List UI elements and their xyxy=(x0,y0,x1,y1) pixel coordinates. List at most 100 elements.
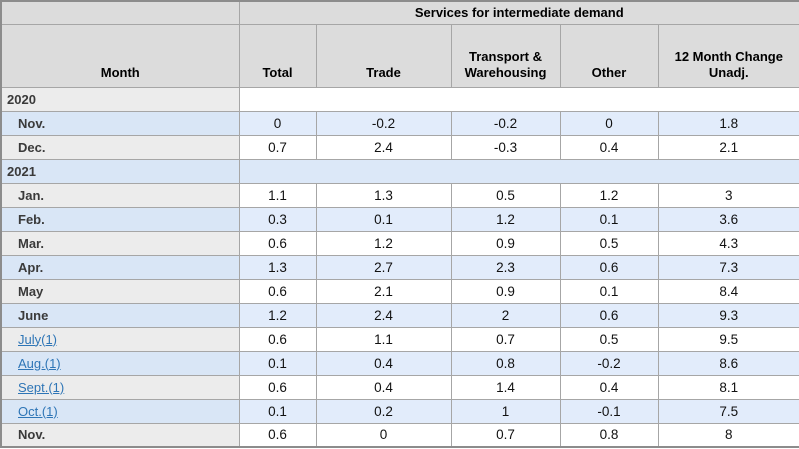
month-label: Nov. xyxy=(0,422,240,448)
value-cell: 0.6 xyxy=(238,230,317,256)
month-row: Dec. 0.7 2.4 -0.3 0.4 2.1 xyxy=(0,134,799,160)
value-cell: 0.1 xyxy=(315,206,452,232)
column-header-row: Month Total Trade Transport & Warehousin… xyxy=(0,23,799,88)
month-row: Mar. 0.6 1.2 0.9 0.5 4.3 xyxy=(0,230,799,256)
value-cell: 0.6 xyxy=(238,374,317,400)
value-cell: 0.7 xyxy=(450,422,561,448)
value-cell: 1.2 xyxy=(450,206,561,232)
month-row: May 0.6 2.1 0.9 0.1 8.4 xyxy=(0,278,799,304)
table-title-row: Services for intermediate demand xyxy=(0,0,799,25)
column-header-trade: Trade xyxy=(315,23,452,88)
value-cell: 0.8 xyxy=(559,422,659,448)
value-cell: 2.1 xyxy=(315,278,452,304)
value-cell: -0.2 xyxy=(315,110,452,136)
value-cell: 2.4 xyxy=(315,302,452,328)
value-cell: 1.2 xyxy=(238,302,317,328)
value-cell: 2.7 xyxy=(315,254,452,280)
month-row: Oct.(1) 0.1 0.2 1 -0.1 7.5 xyxy=(0,398,799,424)
month-label: Dec. xyxy=(0,134,240,160)
month-footnote-link[interactable]: July(1) xyxy=(18,331,58,347)
month-label: Apr. xyxy=(0,254,240,280)
value-cell: 1.3 xyxy=(315,182,452,208)
value-cell: 0.6 xyxy=(238,278,317,304)
value-cell: 0.4 xyxy=(315,350,452,376)
value-cell: -0.1 xyxy=(559,398,659,424)
month-label: Aug.(1) xyxy=(0,350,240,376)
month-row: June 1.2 2.4 2 0.6 9.3 xyxy=(0,302,799,328)
value-cell: 1.8 xyxy=(657,110,799,136)
year-row: 2021 xyxy=(0,158,799,184)
month-footnote-link[interactable]: Sept.(1) xyxy=(18,379,65,395)
month-row: Nov. 0.6 0 0.7 0.8 8 xyxy=(0,422,799,448)
year-empty-strip xyxy=(238,86,799,112)
year-label: 2021 xyxy=(0,158,240,184)
value-cell: 2 xyxy=(450,302,561,328)
value-cell: 7.5 xyxy=(657,398,799,424)
value-cell: 2.4 xyxy=(315,134,452,160)
value-cell: 1.2 xyxy=(559,182,659,208)
value-cell: 0.4 xyxy=(559,374,659,400)
month-row: Aug.(1) 0.1 0.4 0.8 -0.2 8.6 xyxy=(0,350,799,376)
table-title: Services for intermediate demand xyxy=(238,0,799,25)
value-cell: 1.4 xyxy=(450,374,561,400)
corner-cell xyxy=(0,0,240,25)
value-cell: 4.3 xyxy=(657,230,799,256)
month-row: Sept.(1) 0.6 0.4 1.4 0.4 8.1 xyxy=(0,374,799,400)
value-cell: -0.2 xyxy=(450,110,561,136)
value-cell: 0.9 xyxy=(450,230,561,256)
value-cell: -0.3 xyxy=(450,134,561,160)
value-cell: 0.8 xyxy=(450,350,561,376)
month-row: Apr. 1.3 2.7 2.3 0.6 7.3 xyxy=(0,254,799,280)
value-cell: 0.4 xyxy=(559,134,659,160)
month-label: July(1) xyxy=(0,326,240,352)
value-cell: 9.5 xyxy=(657,326,799,352)
month-label: Feb. xyxy=(0,206,240,232)
month-label: Jan. xyxy=(0,182,240,208)
column-header-transport-warehousing: Transport & Warehousing xyxy=(450,23,561,88)
value-cell: 0.7 xyxy=(238,134,317,160)
value-cell: 0.6 xyxy=(559,254,659,280)
month-footnote-link[interactable]: Oct.(1) xyxy=(18,403,58,419)
column-header-12-month-change: 12 Month Change Unadj. xyxy=(657,23,799,88)
value-cell: -0.2 xyxy=(559,350,659,376)
month-label: May xyxy=(0,278,240,304)
value-cell: 3 xyxy=(657,182,799,208)
month-label: Oct.(1) xyxy=(0,398,240,424)
value-cell: 0.1 xyxy=(238,350,317,376)
value-cell: 0.5 xyxy=(559,230,659,256)
value-cell: 0 xyxy=(238,110,317,136)
value-cell: 2.1 xyxy=(657,134,799,160)
value-cell: 0.4 xyxy=(315,374,452,400)
value-cell: 0.9 xyxy=(450,278,561,304)
value-cell: 8 xyxy=(657,422,799,448)
value-cell: 0.2 xyxy=(315,398,452,424)
value-cell: 0 xyxy=(559,110,659,136)
month-row: Nov. 0 -0.2 -0.2 0 1.8 xyxy=(0,110,799,136)
value-cell: 0.1 xyxy=(559,278,659,304)
value-cell: 0.6 xyxy=(238,422,317,448)
value-cell: 2.3 xyxy=(450,254,561,280)
year-label: 2020 xyxy=(0,86,240,112)
value-cell: 0.5 xyxy=(559,326,659,352)
value-cell: 0.7 xyxy=(450,326,561,352)
year-row: 2020 xyxy=(0,86,799,112)
value-cell: 0.6 xyxy=(238,326,317,352)
column-header-total: Total xyxy=(238,23,317,88)
column-header-month: Month xyxy=(0,23,240,88)
value-cell: 0.5 xyxy=(450,182,561,208)
value-cell: 1.2 xyxy=(315,230,452,256)
value-cell: 1.1 xyxy=(238,182,317,208)
month-footnote-link[interactable]: Aug.(1) xyxy=(18,355,61,371)
value-cell: 7.3 xyxy=(657,254,799,280)
month-row: July(1) 0.6 1.1 0.7 0.5 9.5 xyxy=(0,326,799,352)
year-empty-strip xyxy=(238,158,799,184)
value-cell: 0.1 xyxy=(238,398,317,424)
month-label: Sept.(1) xyxy=(0,374,240,400)
month-label: Mar. xyxy=(0,230,240,256)
value-cell: 1.3 xyxy=(238,254,317,280)
month-row: Jan. 1.1 1.3 0.5 1.2 3 xyxy=(0,182,799,208)
value-cell: 0.1 xyxy=(559,206,659,232)
value-cell: 0 xyxy=(315,422,452,448)
month-row: Feb. 0.3 0.1 1.2 0.1 3.6 xyxy=(0,206,799,232)
